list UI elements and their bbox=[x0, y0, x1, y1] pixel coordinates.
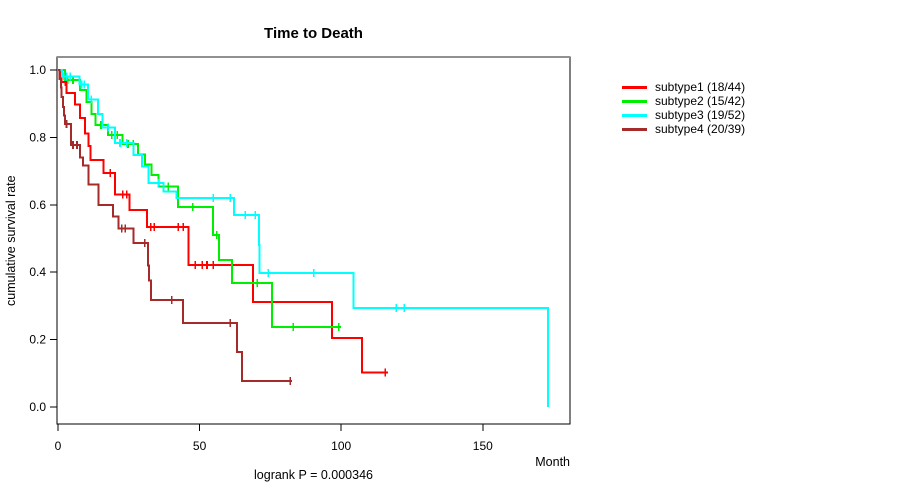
chart-title: Time to Death bbox=[264, 25, 363, 42]
legend-label: subtype4 (20/39) bbox=[655, 122, 746, 136]
legend-label: subtype1 (18/44) bbox=[655, 80, 746, 94]
censor-ticks-subtype3 bbox=[63, 72, 405, 312]
x-tick-label: 150 bbox=[473, 439, 493, 453]
legend-swatch bbox=[622, 99, 647, 103]
logrank-annotation: logrank P = 0.000346 bbox=[254, 468, 373, 482]
x-axis-title: Month bbox=[535, 455, 570, 469]
legend-item-subtype4: subtype4 (20/39) bbox=[622, 122, 745, 136]
legend: subtype1 (18/44) subtype2 (15/42) subtype3… bbox=[622, 80, 745, 136]
survival-curve-subtype3 bbox=[58, 69, 550, 407]
y-tick-label: 1.0 bbox=[29, 63, 46, 77]
legend-item-subtype2: subtype2 (15/42) bbox=[622, 94, 745, 108]
x-tick-label: 100 bbox=[331, 439, 351, 453]
legend-label: subtype3 (19/52) bbox=[655, 108, 746, 122]
y-tick-label: 0.8 bbox=[29, 130, 46, 144]
y-tick-label: 0.6 bbox=[29, 198, 46, 212]
legend-item-subtype1: subtype1 (18/44) bbox=[622, 80, 745, 94]
x-tick-label: 0 bbox=[55, 439, 62, 453]
y-tick-label: 0.2 bbox=[29, 333, 46, 347]
legend-swatch bbox=[622, 127, 647, 131]
legend-swatch bbox=[622, 85, 647, 89]
censor-ticks-subtype1 bbox=[64, 77, 386, 377]
legend-swatch bbox=[622, 113, 647, 117]
survival-curve-subtype4 bbox=[58, 69, 293, 383]
legend-label: subtype2 (15/42) bbox=[655, 94, 746, 108]
y-tick-label: 0.4 bbox=[29, 265, 46, 279]
censor-ticks-subtype2 bbox=[67, 76, 340, 331]
censor-ticks-subtype4 bbox=[65, 119, 292, 386]
x-tick-label: 50 bbox=[193, 439, 207, 453]
legend-item-subtype3: subtype3 (19/52) bbox=[622, 108, 745, 122]
survival-curve-subtype1 bbox=[58, 69, 388, 374]
y-tick-label: 0.0 bbox=[29, 400, 46, 414]
